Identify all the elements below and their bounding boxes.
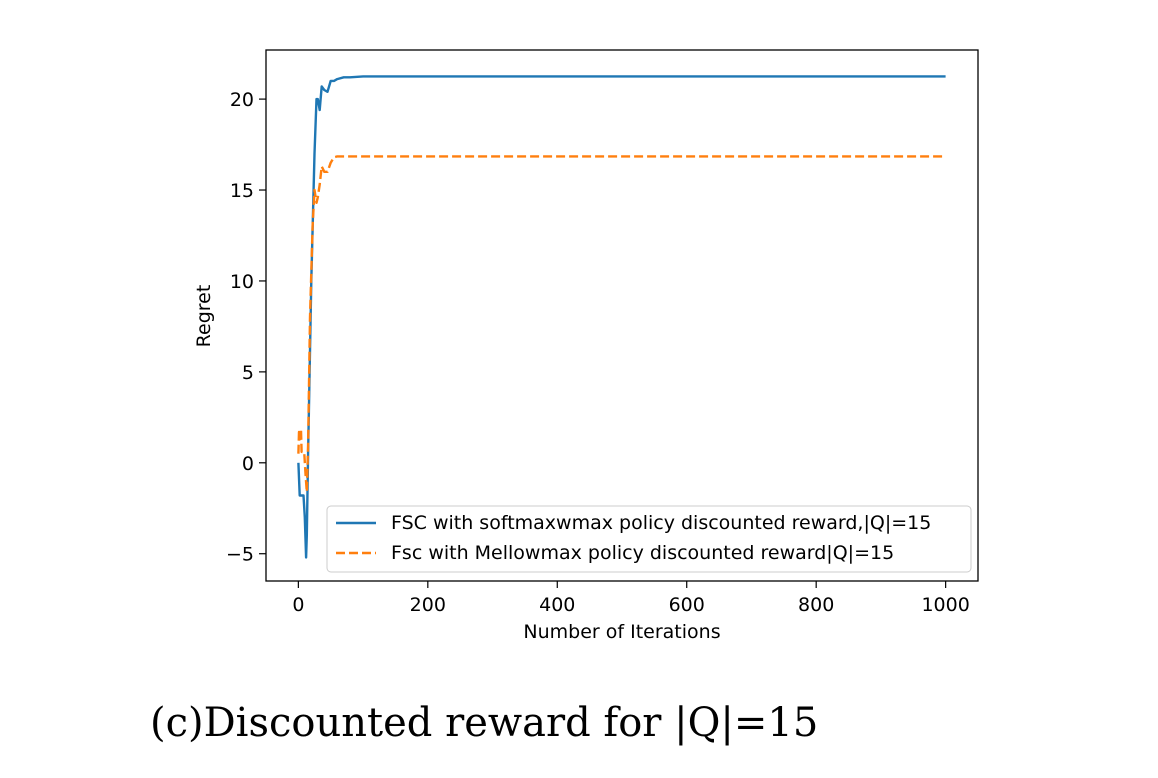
legend-label-mellowmax: Fsc with Mellowmax policy discounted rew… [391, 542, 894, 564]
legend-box [326, 505, 972, 573]
x-tick-label: 800 [798, 594, 834, 616]
figure-caption: (c)Discounted reward for |Q|=15 [150, 700, 819, 746]
y-axis-label: Regret [193, 285, 215, 348]
series-layer [297, 75, 946, 559]
x-tick-label: 200 [410, 594, 446, 616]
legend-label-softmax: FSC with softmaxwmax policy discounted r… [391, 512, 931, 534]
x-axis-ticks: 0 200 400 600 800 1000 [292, 581, 970, 616]
y-tick-label: 10 [230, 271, 254, 293]
x-axis-label: Number of Iterations [523, 621, 720, 643]
y-tick-label: 20 [230, 89, 254, 111]
y-tick-label: 15 [230, 180, 254, 202]
y-tick-label: 5 [242, 362, 254, 384]
x-tick-label: 0 [292, 594, 304, 616]
x-tick-label: 600 [669, 594, 705, 616]
series-line-softmax [297, 75, 946, 559]
y-axis-ticks: −5 0 5 10 15 20 [226, 89, 266, 566]
series-line-mellowmax [297, 155, 946, 494]
plot-frame [265, 49, 979, 582]
x-tick-label: 400 [539, 594, 575, 616]
legend: FSC with softmaxwmax policy discounted r… [326, 505, 972, 573]
x-tick-label: 1000 [921, 594, 969, 616]
y-tick-label: −5 [226, 544, 254, 566]
regret-chart: 0 200 400 600 800 1000 −5 0 5 10 15 20 Number of I… [193, 49, 979, 643]
y-tick-label: 0 [242, 453, 254, 475]
